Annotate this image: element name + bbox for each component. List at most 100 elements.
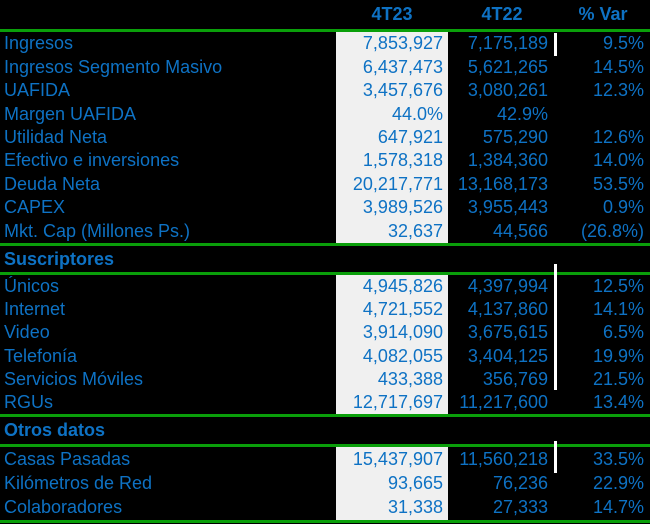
value-var: 6.5%	[602, 322, 644, 343]
table-row: Únicos 4,945,826 4,397,994 12.5%	[0, 275, 650, 298]
value-4t23: 4,082,055	[362, 345, 443, 366]
section-title-otros-datos: Otros datos	[4, 420, 106, 440]
value-4t22: 4,397,994	[467, 276, 548, 297]
value-4t22: 3,955,443	[467, 197, 548, 218]
section-financials: Ingresos 7,853,927 7,175,189 9.5% Ingres…	[0, 32, 650, 243]
row-label: RGUs	[4, 391, 53, 412]
value-4t22: 1,384,360	[467, 150, 548, 171]
value-4t22: 4,137,860	[467, 299, 548, 320]
divider-line	[0, 272, 650, 275]
row-label: Casas Pasadas	[4, 448, 131, 469]
value-4t22: 27,333	[492, 497, 548, 518]
value-4t22: 5,621,265	[467, 56, 548, 77]
table-row: Servicios Móviles 433,388 356,769 21.5%	[0, 368, 650, 391]
value-4t23: 20,217,771	[352, 173, 443, 194]
table-row: Colaboradores 31,338 27,333 14.7%	[0, 496, 650, 520]
highlight-column-4t23	[336, 275, 448, 414]
value-4t22: 7,175,189	[467, 33, 548, 54]
section-suscriptores: Únicos 4,945,826 4,397,994 12.5% Interne…	[0, 275, 650, 414]
value-var: 12.5%	[592, 276, 644, 297]
value-var: 14.7%	[592, 497, 644, 518]
value-4t22: 3,404,125	[467, 345, 548, 366]
row-label: Colaboradores	[4, 497, 123, 518]
divider-line	[0, 243, 650, 246]
table-row: Mkt. Cap (Millones Ps.) 32,637 44,566 (2…	[0, 220, 650, 243]
value-var: 14.5%	[592, 56, 644, 77]
section-otros-datos: Casas Pasadas 15,437,907 11,560,218 33.5…	[0, 447, 650, 520]
value-var: 33.5%	[592, 448, 644, 469]
row-label: Margen UAFIDA	[4, 103, 137, 124]
value-4t23: 93,665	[387, 472, 443, 493]
value-4t23: 7,853,927	[362, 33, 443, 54]
value-4t22: 3,675,615	[467, 322, 548, 343]
value-4t23: 12,717,697	[352, 391, 443, 412]
header-empty-cell	[0, 0, 336, 29]
value-4t23: 4,721,552	[362, 299, 443, 320]
value-4t23: 44.0%	[391, 103, 443, 124]
table-row: UAFIDA 3,457,676 3,080,261 12.3%	[0, 79, 650, 102]
table-header-row: 4T23 4T22 % Var	[0, 0, 650, 29]
divider-line	[0, 414, 650, 417]
row-label: Ingresos	[4, 33, 74, 54]
value-4t23: 6,437,473	[362, 56, 443, 77]
row-label: Servicios Móviles	[4, 368, 144, 389]
value-4t22: 11,560,218	[459, 448, 548, 469]
table-row: Kilómetros de Red 93,665 76,236 22.9%	[0, 471, 650, 495]
value-4t23: 31,338	[387, 497, 443, 518]
gridline-artifact	[554, 33, 557, 56]
value-var: 0.9%	[602, 197, 644, 218]
value-4t22: 13,168,173	[457, 173, 548, 194]
value-var: (26.8%)	[580, 220, 644, 241]
value-4t22: 356,769	[482, 368, 548, 389]
value-4t22: 575,290	[482, 126, 548, 147]
value-4t22: 42.9%	[496, 103, 548, 124]
value-4t22: 76,236	[492, 472, 548, 493]
table-row: Ingresos Segmento Masivo 6,437,473 5,621…	[0, 55, 650, 78]
value-var: 13.4%	[592, 391, 644, 412]
value-var: 19.9%	[592, 345, 644, 366]
row-label: Mkt. Cap (Millones Ps.)	[4, 220, 191, 241]
row-label: CAPEX	[4, 197, 66, 218]
table-row: Efectivo e inversiones 1,578,318 1,384,3…	[0, 149, 650, 172]
table-row: Video 3,914,090 3,675,615 6.5%	[0, 321, 650, 344]
row-label: Internet	[4, 299, 66, 320]
value-4t23: 433,388	[377, 368, 443, 389]
row-label: Kilómetros de Red	[4, 472, 153, 493]
col-header-var: % Var	[578, 4, 628, 24]
value-4t23: 1,578,318	[362, 150, 443, 171]
table-row: Internet 4,721,552 4,137,860 14.1%	[0, 298, 650, 321]
row-label: Deuda Neta	[4, 173, 101, 194]
value-4t22: 3,080,261	[467, 80, 548, 101]
highlight-column-4t23	[336, 447, 448, 520]
row-label: Únicos	[4, 276, 60, 297]
value-4t23: 647,921	[377, 126, 443, 147]
value-var: 12.3%	[592, 80, 644, 101]
value-var: 53.5%	[592, 173, 644, 194]
value-var: 12.6%	[592, 126, 644, 147]
value-4t23: 3,989,526	[362, 197, 443, 218]
row-label: Efectivo e inversiones	[4, 150, 180, 171]
value-4t23: 32,637	[387, 220, 443, 241]
row-label: Telefonía	[4, 345, 78, 366]
value-var: 14.1%	[592, 299, 644, 320]
divider-line	[0, 444, 650, 447]
table-row: Utilidad Neta 647,921 575,290 12.6%	[0, 126, 650, 149]
table-row: Deuda Neta 20,217,771 13,168,173 53.5%	[0, 173, 650, 196]
value-4t22: 11,217,600	[459, 391, 548, 412]
gridline-artifact	[554, 264, 557, 390]
table-row: Margen UAFIDA 44.0% 42.9%	[0, 102, 650, 125]
value-4t23: 3,914,090	[362, 322, 443, 343]
col-header-4t23: 4T23	[371, 4, 413, 24]
gridline-artifact	[554, 441, 557, 473]
value-4t23: 4,945,826	[362, 276, 443, 297]
value-4t22: 44,566	[492, 220, 548, 241]
table-row: Ingresos 7,853,927 7,175,189 9.5%	[0, 32, 650, 55]
row-label: UAFIDA	[4, 80, 71, 101]
row-label: Utilidad Neta	[4, 126, 108, 147]
table-row: Telefonía 4,082,055 3,404,125 19.9%	[0, 345, 650, 368]
section-title-suscriptores: Suscriptores	[4, 248, 115, 269]
row-label: Ingresos Segmento Masivo	[4, 56, 223, 77]
value-4t23: 3,457,676	[362, 80, 443, 101]
col-header-4t22: 4T22	[481, 4, 523, 24]
row-label: Video	[4, 322, 50, 343]
